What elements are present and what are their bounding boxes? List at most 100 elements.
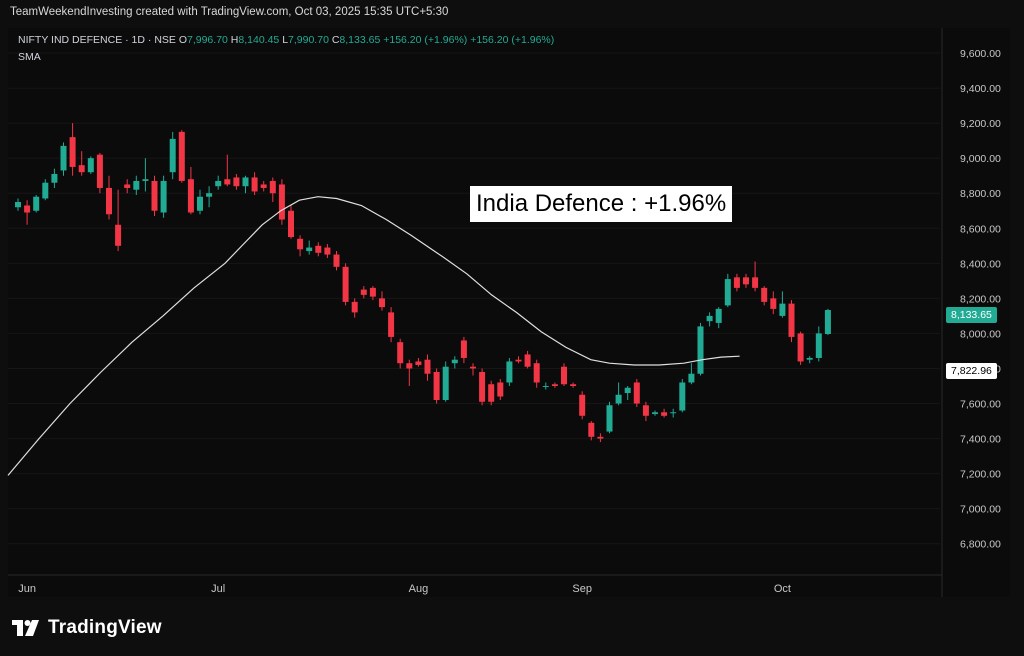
candle-body <box>315 245 322 253</box>
candle <box>770 291 777 315</box>
change-value: +156.20 (+1.96%) <box>383 34 468 46</box>
symbol-label: NIFTY IND DEFENCE · 1D · NSE <box>18 34 176 46</box>
y-tick-label: 9,000.00 <box>960 153 1001 165</box>
candle <box>797 331 804 365</box>
candle <box>715 307 722 329</box>
sma-value-badge: 7,822.96 <box>946 363 997 379</box>
y-tick-label: 8,600.00 <box>960 223 1001 235</box>
candle <box>169 131 176 180</box>
candle <box>524 350 531 369</box>
candle-body <box>333 254 340 267</box>
candle-body <box>360 289 367 295</box>
candle-body <box>506 361 513 383</box>
sma-line <box>7 196 740 476</box>
candle <box>415 357 422 367</box>
candle <box>488 380 495 406</box>
candle-body <box>51 173 58 183</box>
candle-body <box>815 333 822 358</box>
candle-body <box>824 309 831 334</box>
candle <box>506 357 513 386</box>
candle-body <box>124 184 131 188</box>
candle <box>633 378 640 408</box>
candle-body <box>342 266 349 302</box>
y-tick-label: 8,400.00 <box>960 258 1001 270</box>
candle <box>260 180 267 192</box>
candle-body <box>470 366 476 369</box>
candle <box>42 179 49 201</box>
y-tick-label: 7,400.00 <box>960 434 1001 446</box>
x-tick-label: Jul <box>211 583 225 595</box>
candle <box>779 291 786 318</box>
y-tick-label: 6,800.00 <box>960 539 1001 551</box>
candle-body <box>479 371 486 402</box>
candle-body <box>288 210 294 238</box>
candle <box>87 156 94 174</box>
candle-body <box>106 187 112 215</box>
candle <box>369 286 376 301</box>
candle <box>324 244 331 259</box>
candle-body <box>169 138 176 173</box>
candle-body <box>15 201 21 208</box>
x-tick-label: Oct <box>774 583 791 595</box>
candle <box>652 410 658 416</box>
tradingview-logo-icon <box>12 620 39 636</box>
open-label: O <box>178 34 187 46</box>
candle-body <box>242 177 249 187</box>
y-tick-label: 8,000.00 <box>960 328 1001 340</box>
candle-body <box>142 179 149 181</box>
high-label: H <box>230 34 239 46</box>
candle-body <box>297 238 304 250</box>
candle-body <box>215 180 222 187</box>
candle-body <box>87 158 94 173</box>
candle-body <box>260 184 267 188</box>
candle <box>224 154 231 187</box>
sma-indicator-label[interactable]: SMA <box>18 51 41 63</box>
candle <box>433 368 440 404</box>
tradingview-logo[interactable]: TradingView <box>12 617 162 639</box>
candle-body <box>761 287 768 302</box>
candle-body <box>397 342 404 364</box>
candle <box>442 361 449 402</box>
x-tick-label: Sep <box>572 583 592 595</box>
candle <box>743 273 749 288</box>
candle <box>106 175 112 220</box>
candle-body <box>670 412 677 414</box>
candle <box>697 322 704 376</box>
candle-body <box>69 137 76 167</box>
candle-body <box>697 326 704 374</box>
candle <box>278 179 285 225</box>
candle <box>78 151 85 176</box>
candle-body <box>206 193 213 197</box>
candle-body <box>60 145 67 171</box>
candle <box>96 152 103 194</box>
candle-body <box>151 180 158 211</box>
candle <box>178 130 185 183</box>
candle <box>333 251 340 271</box>
candle-body <box>606 405 613 432</box>
candle-body <box>688 373 695 383</box>
candle <box>761 286 768 306</box>
candle <box>233 173 240 190</box>
candle-body <box>779 303 786 316</box>
candle-body <box>460 340 467 358</box>
candle-body <box>306 247 313 252</box>
candle-body <box>178 131 185 181</box>
grid <box>8 28 943 597</box>
candle-body <box>24 205 31 213</box>
chart-annotation[interactable]: India Defence : +1.96% <box>470 186 733 222</box>
candle-body <box>160 180 167 213</box>
x-tick-label: Jun <box>18 583 36 595</box>
candle-body <box>788 303 795 337</box>
change-value-2: +156.20 (+1.96%) <box>470 34 555 46</box>
candle-body <box>96 154 103 188</box>
candle-body <box>187 179 194 213</box>
candle-body <box>369 287 376 297</box>
y-axis: 9,600.00 9,400.00 9,200.00 9,000.00 8,800.00… <box>960 48 1001 551</box>
y-tick-label: 8,800.00 <box>960 188 1001 200</box>
tradingview-brand: TradingView <box>48 617 162 638</box>
candle <box>788 300 795 343</box>
candle <box>151 175 158 217</box>
candle <box>187 166 194 215</box>
candle-body <box>706 315 713 322</box>
